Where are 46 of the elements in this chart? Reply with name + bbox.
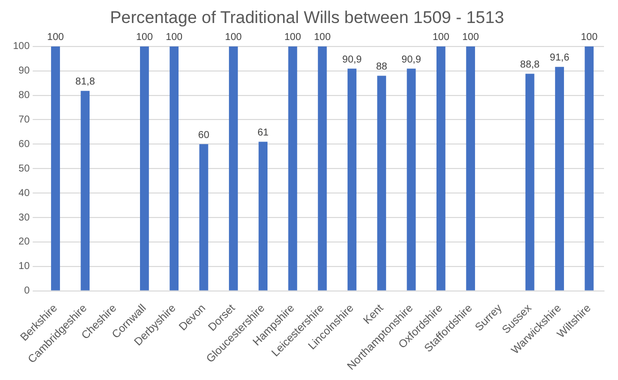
bar xyxy=(377,76,386,290)
bar xyxy=(80,90,90,290)
data-label: 100 xyxy=(225,32,242,44)
data-label: 81,8 xyxy=(75,76,96,88)
bar xyxy=(140,46,149,290)
y-tick-label: 0 xyxy=(24,286,30,297)
bar xyxy=(348,68,356,290)
bar xyxy=(288,46,298,290)
bar xyxy=(406,68,416,290)
y-tick-label: 60 xyxy=(18,138,30,150)
data-label: 90,9 xyxy=(342,54,362,66)
bar xyxy=(525,74,534,290)
y-tick-label: 30 xyxy=(18,212,30,224)
bar xyxy=(199,144,208,290)
y-tick-label: 80 xyxy=(18,90,30,102)
bar xyxy=(51,46,60,290)
data-label: 100 xyxy=(166,32,183,44)
bar xyxy=(466,46,476,290)
data-label: 91,6 xyxy=(550,52,570,64)
y-tick-label: 70 xyxy=(18,114,30,126)
data-label: 90,9 xyxy=(402,54,422,66)
bar xyxy=(555,66,564,290)
bar xyxy=(228,46,238,290)
chart-title: Percentage of Traditional Wills between 1509 - 1513 xyxy=(110,8,504,27)
data-label: 61 xyxy=(257,127,270,138)
y-tick-label: 20 xyxy=(18,236,30,248)
bar xyxy=(436,46,446,290)
y-tick-label: 50 xyxy=(18,163,30,174)
data-label: 100 xyxy=(432,32,450,44)
data-label: 100 xyxy=(580,32,598,44)
data-label: 60 xyxy=(198,130,210,141)
bar xyxy=(584,46,594,290)
data-label: 88 xyxy=(376,61,388,72)
y-tick-label: 10 xyxy=(18,261,30,272)
data-label: 100 xyxy=(284,32,302,44)
data-label: 100 xyxy=(314,32,332,44)
bar xyxy=(170,46,179,290)
data-label: 100 xyxy=(462,32,480,44)
y-tick-label: 40 xyxy=(18,188,30,199)
y-tick-label: 100 xyxy=(12,41,30,52)
y-tick-label: 90 xyxy=(18,66,30,77)
data-label: 88,8 xyxy=(520,60,540,71)
bar xyxy=(258,142,268,290)
bar xyxy=(318,46,327,290)
data-label: 100 xyxy=(47,32,64,44)
data-label: 100 xyxy=(136,32,154,44)
